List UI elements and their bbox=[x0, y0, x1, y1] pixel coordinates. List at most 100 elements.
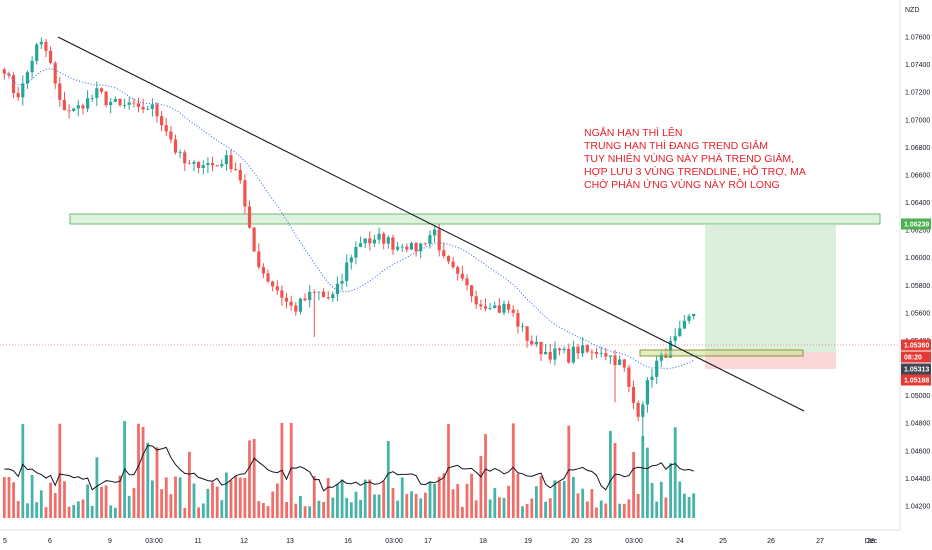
candle-body bbox=[178, 152, 182, 154]
volume-bar bbox=[433, 484, 436, 518]
volume-bar bbox=[488, 499, 492, 518]
volume-bar bbox=[95, 457, 99, 518]
volume-bar bbox=[553, 480, 557, 518]
candle-body bbox=[312, 291, 316, 293]
candlesticks bbox=[2, 37, 696, 442]
volume-bar bbox=[303, 506, 307, 518]
candle-body bbox=[645, 380, 649, 405]
candle-body bbox=[516, 313, 520, 327]
volume-bar bbox=[687, 497, 691, 518]
candle-body bbox=[576, 346, 580, 354]
candle-body bbox=[160, 116, 164, 126]
volume-bar bbox=[160, 489, 163, 518]
volume-bar bbox=[67, 506, 71, 518]
candle-body bbox=[655, 360, 659, 377]
volume-bar bbox=[220, 500, 224, 518]
resistance-zone[interactable] bbox=[69, 213, 881, 225]
volume-bar bbox=[396, 500, 399, 518]
volume-bar bbox=[465, 483, 469, 518]
volume-bar bbox=[659, 481, 663, 518]
candle-body bbox=[428, 235, 432, 244]
annotation-line: CHỜ PHẢN ỨNG VÙNG NÀY RỒI LONG bbox=[584, 178, 780, 191]
candle-body bbox=[636, 402, 640, 417]
y-tick-label: 1.07400 bbox=[905, 62, 930, 69]
price-axis[interactable]: 1.07600 1.07400 1.07200 1.07000 1.06800 1.066… bbox=[905, 35, 930, 511]
candle-body bbox=[243, 180, 247, 207]
volume-bar bbox=[35, 502, 39, 518]
candle-body bbox=[62, 99, 66, 111]
candle-body bbox=[659, 353, 663, 361]
price-tag-label: 1.05360 bbox=[904, 343, 929, 350]
volume-bar bbox=[308, 506, 312, 518]
volume-bar bbox=[326, 478, 330, 518]
candle-body bbox=[275, 286, 279, 291]
candle-body bbox=[308, 291, 312, 301]
volume-bar bbox=[479, 456, 483, 518]
volume-bar bbox=[266, 506, 270, 518]
candle-body bbox=[594, 352, 599, 354]
candle-body bbox=[257, 251, 261, 268]
volume-bar bbox=[516, 473, 520, 518]
downtrend-line[interactable] bbox=[57, 36, 805, 412]
volume-bar bbox=[58, 423, 62, 518]
candle-body bbox=[470, 285, 474, 297]
candle-body bbox=[229, 155, 233, 170]
candle-body bbox=[16, 93, 20, 98]
annotation-text: NGẮN HẠN THÌ LÊN TRUNG HẠN THÌ ĐANG TREN… bbox=[584, 126, 806, 191]
volume-bar bbox=[257, 501, 261, 518]
y-tick-label: 1.06800 bbox=[905, 145, 930, 152]
volume-bar bbox=[618, 503, 622, 518]
x-tick-label: 17 bbox=[424, 538, 432, 545]
candle-body bbox=[155, 104, 159, 117]
candle-body bbox=[247, 206, 252, 228]
candle-body bbox=[520, 326, 525, 328]
candle-body bbox=[224, 155, 228, 165]
candle-body bbox=[201, 165, 205, 168]
y-tick-label: 1.06600 bbox=[905, 172, 930, 179]
price-tag bbox=[901, 374, 931, 386]
candle-body bbox=[39, 41, 43, 45]
volume-bar bbox=[581, 488, 585, 518]
y-tick-label: 1.04200 bbox=[905, 504, 930, 511]
candle-body bbox=[197, 161, 201, 168]
candle-body bbox=[58, 83, 62, 100]
candle-body bbox=[687, 316, 691, 321]
candle-body bbox=[400, 246, 404, 248]
candle-body bbox=[525, 326, 529, 341]
x-tick-label: 03:00 bbox=[385, 538, 403, 545]
candle-body bbox=[451, 261, 455, 268]
candle-body bbox=[234, 169, 238, 170]
volume-bar bbox=[461, 507, 464, 518]
candle-body bbox=[35, 44, 39, 61]
volume-bar bbox=[442, 473, 446, 518]
candle-body bbox=[53, 62, 57, 84]
entry-zone[interactable] bbox=[639, 349, 804, 357]
candle-body bbox=[289, 301, 293, 306]
volume-bar bbox=[636, 493, 640, 518]
volume-bar bbox=[16, 501, 20, 518]
candle-body bbox=[358, 243, 363, 247]
candle-body bbox=[123, 105, 127, 106]
volume-bar bbox=[377, 494, 381, 518]
volume-bar bbox=[521, 506, 524, 518]
x-tick-label: 16 bbox=[344, 538, 352, 545]
candle-body bbox=[30, 60, 34, 73]
volume-bar bbox=[132, 488, 136, 518]
volume-bar bbox=[354, 491, 358, 518]
volume-bar bbox=[530, 498, 534, 518]
volume-bar bbox=[502, 497, 506, 518]
price-tag bbox=[901, 351, 931, 363]
candle-body bbox=[590, 351, 594, 353]
candle-body bbox=[692, 313, 696, 317]
price-tag bbox=[901, 363, 931, 375]
volume-bar bbox=[169, 494, 173, 518]
volume-bar bbox=[72, 505, 76, 518]
candle-body bbox=[109, 101, 113, 106]
volume-bar bbox=[206, 488, 210, 518]
candle-body bbox=[456, 267, 460, 274]
time-axis[interactable]: 5 6 9 03:00 11 12 13 16 03:00 17 18 19 20 23 03:00 24 25… bbox=[3, 538, 878, 545]
candle-body bbox=[284, 297, 289, 302]
candle-body bbox=[613, 355, 617, 366]
candle-body bbox=[678, 328, 682, 337]
